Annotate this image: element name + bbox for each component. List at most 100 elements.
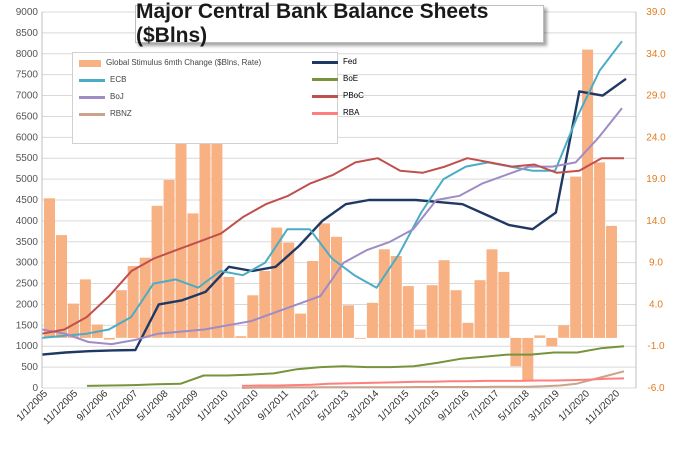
- x-tick-label: 9/1/2011: [256, 388, 291, 423]
- stimulus-bar: [127, 266, 139, 338]
- legend-label-boe: BoE: [343, 74, 359, 83]
- left-tick-label: 6000: [16, 132, 39, 143]
- right-tick-label: 19.0: [646, 174, 666, 185]
- stimulus-bar: [402, 286, 414, 338]
- legend-label-boj: BoJ: [110, 92, 124, 101]
- left-tick-label: 1000: [16, 341, 39, 352]
- legend-swatch-ecb: [79, 78, 105, 82]
- stimulus-bar: [151, 205, 163, 338]
- legend-label-ecb: ECB: [110, 75, 127, 84]
- x-tick-label: 7/1/2017: [466, 388, 502, 424]
- right-tick-label: 39.0: [646, 7, 666, 18]
- left-tick-label: 3000: [16, 258, 39, 269]
- stimulus-bar: [522, 337, 534, 381]
- legend-item-stimulus: Global Stimulus 6mth Change ($Blns, Rate…: [79, 58, 261, 68]
- left-tick-label: 2000: [16, 299, 39, 310]
- x-tick-label: 5/1/2018: [497, 388, 533, 424]
- stimulus-bar: [558, 325, 570, 338]
- x-axis-ticks: 1/1/200511/1/20059/1/20067/1/20075/1/200…: [15, 388, 623, 427]
- right-tick-label: 9.0: [649, 258, 663, 269]
- left-tick-label: 5500: [16, 153, 39, 164]
- stimulus-bar: [366, 302, 378, 338]
- series-line-rba: [241, 377, 625, 387]
- x-tick-label: 5/1/2013: [316, 388, 352, 424]
- stimulus-bar: [199, 82, 211, 338]
- stimulus-bar: [247, 295, 259, 338]
- series-line-rbnz: [241, 370, 625, 389]
- legend-item-boe: BoE: [312, 74, 358, 84]
- stimulus-bar: [283, 242, 295, 338]
- stimulus-bar: [187, 213, 199, 338]
- x-tick-label: 9/1/2016: [436, 388, 472, 424]
- series-line-pboc: [41, 157, 624, 335]
- stimulus-bar: [271, 227, 283, 338]
- legend-item-rba: RBA: [312, 108, 359, 118]
- chart-title: Major Central Bank Balance Sheets ($Blns…: [136, 0, 489, 47]
- x-tick-label: 3/1/2014: [346, 388, 382, 424]
- stimulus-bar: [450, 290, 462, 338]
- x-tick-label: 5/1/2008: [135, 388, 171, 424]
- right-tick-label: 4.0: [649, 299, 663, 310]
- series-lines: [41, 40, 627, 389]
- stimulus-bar: [378, 249, 390, 338]
- right-tick-label: 29.0: [646, 91, 666, 102]
- legend-label-rbnz: RBNZ: [110, 109, 132, 118]
- right-tick-label: 14.0: [646, 216, 666, 227]
- left-tick-label: 9000: [16, 7, 39, 18]
- legend-item-pboc: PBoC: [312, 91, 364, 101]
- legend-item-ecb: ECB: [79, 75, 126, 85]
- right-tick-label: -1.0: [647, 341, 665, 352]
- left-tick-label: 2500: [16, 279, 39, 290]
- stimulus-bar: [438, 260, 450, 338]
- stimulus-bar: [414, 329, 426, 338]
- stimulus-bar: [331, 236, 342, 338]
- stimulus-bar: [498, 271, 510, 338]
- legend-swatch-boe: [312, 77, 338, 81]
- legend-item-boj: BoJ: [79, 92, 124, 102]
- stimulus-bar: [103, 337, 115, 340]
- legend-label-stimulus: Global Stimulus 6mth Change ($Blns, Rate…: [106, 58, 262, 67]
- left-tick-label: 7000: [16, 91, 39, 102]
- series-line-boe: [86, 345, 625, 387]
- stimulus-bar: [67, 303, 79, 338]
- legend-right-column: Fed BoE PBoC RBA: [312, 52, 498, 142]
- x-tick-label: 7/1/2007: [105, 388, 141, 424]
- legend-swatch-boj: [79, 95, 105, 99]
- legend-item-rbnz: RBNZ: [79, 109, 132, 119]
- stimulus-bar: [235, 336, 247, 338]
- legend-swatch-rba: [312, 111, 338, 115]
- right-tick-label: -6.0: [647, 383, 665, 394]
- legend-swatch-fed: [312, 60, 338, 64]
- left-tick-label: 1500: [16, 320, 39, 331]
- left-tick-label: 5000: [16, 174, 39, 185]
- stimulus-bar: [295, 313, 307, 338]
- right-axis-ticks: -6.0 -1.0 4.0 9.0 14.0 19.0 24.0 29.0 34.0 39.0: [646, 7, 666, 394]
- stimulus-bar: [175, 143, 187, 338]
- stimulus-bar: [259, 271, 271, 338]
- left-tick-label: 8500: [16, 28, 39, 39]
- stimulus-bar: [474, 280, 486, 338]
- stimulus-bar: [582, 49, 594, 338]
- left-tick-label: 6500: [16, 111, 39, 122]
- left-tick-label: 4500: [16, 195, 39, 206]
- left-tick-label: 3500: [16, 237, 39, 248]
- left-axis-ticks: 0 500 1000 1500 2000 2500 3000 3500 4000 4500 5000…: [16, 7, 39, 394]
- stimulus-bar: [163, 179, 175, 338]
- stimulus-bar: [354, 337, 366, 339]
- stimulus-bar: [211, 98, 223, 338]
- series-line-ecb: [41, 40, 623, 339]
- legend-swatch-pboc: [312, 94, 338, 98]
- x-tick-label: 3/1/2009: [165, 388, 201, 424]
- left-tick-label: 7500: [16, 70, 39, 81]
- stimulus-bar: [223, 276, 235, 338]
- stimulus-bar: [546, 337, 558, 347]
- x-tick-label: 7/1/2012: [286, 388, 322, 424]
- right-tick-label: 24.0: [646, 132, 666, 143]
- stimulus-bar: [343, 305, 354, 338]
- legend-swatch-stimulus: [79, 59, 101, 67]
- stimulus-bar: [426, 285, 438, 338]
- stimulus-bar: [390, 256, 402, 338]
- legend-label-fed: Fed: [343, 57, 357, 66]
- legend-swatch-rbnz: [79, 112, 105, 116]
